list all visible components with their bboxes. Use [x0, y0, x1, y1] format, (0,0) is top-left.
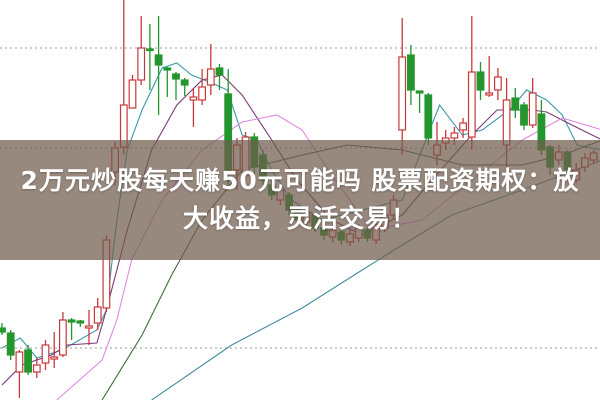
candle-body — [128, 79, 137, 109]
candle-body — [93, 306, 102, 324]
candle — [485, 56, 494, 97]
candle-body — [459, 122, 467, 131]
candle-body — [24, 349, 32, 373]
candle — [119, 0, 128, 155]
candle — [32, 358, 41, 378]
candle-body — [163, 67, 172, 71]
candle-body — [528, 92, 537, 126]
candle — [459, 118, 467, 138]
candle — [180, 78, 189, 96]
candle-body — [137, 47, 146, 81]
candle-body — [511, 97, 520, 111]
candle — [50, 332, 59, 368]
candle-body — [6, 332, 15, 356]
candle — [467, 16, 476, 150]
candle — [163, 67, 172, 97]
candle — [528, 78, 537, 128]
headline-banner: 2万元炒股每天赚50元可能吗 股票配资期权：放大收益，灵活交易！ — [0, 140, 600, 260]
candle — [41, 340, 50, 370]
candle-body — [85, 325, 93, 329]
candle — [172, 72, 180, 100]
candle-body — [398, 56, 407, 131]
candle — [415, 90, 424, 113]
candle — [6, 330, 15, 360]
candle — [154, 16, 163, 115]
candle-body — [76, 320, 85, 324]
candle-body — [41, 344, 50, 364]
candle-body — [415, 90, 424, 94]
candle-body — [467, 71, 476, 138]
candle-body — [198, 86, 207, 101]
candle — [198, 69, 207, 105]
candle — [93, 298, 102, 330]
candle — [67, 318, 76, 340]
candle-body — [58, 319, 67, 356]
candle — [520, 102, 528, 130]
candle-body — [172, 73, 180, 80]
candle-body — [494, 76, 502, 91]
candle-body — [15, 351, 24, 373]
candle-body — [520, 104, 528, 126]
candle-body — [0, 327, 6, 333]
candle — [189, 88, 198, 127]
candle-body — [154, 54, 163, 66]
headline-text: 2万元炒股每天赚50元可能吗 股票配资期权：放大收益，灵活交易！ — [20, 166, 580, 233]
candle — [85, 310, 93, 345]
candle — [24, 345, 32, 375]
candle — [476, 62, 485, 100]
candle — [206, 44, 215, 95]
candle — [15, 350, 24, 398]
candle-body — [215, 67, 224, 76]
candle — [58, 312, 67, 357]
candle-body — [407, 54, 415, 91]
candle-body — [180, 79, 189, 86]
candle-body — [424, 94, 433, 139]
candle — [146, 24, 154, 90]
candle — [215, 64, 224, 90]
candle-body — [476, 71, 485, 91]
candle-body — [50, 356, 59, 360]
candle — [76, 320, 85, 327]
candle-body — [146, 48, 154, 52]
candle — [0, 323, 6, 335]
candle-body — [502, 99, 511, 146]
candle — [398, 18, 407, 155]
candle-body — [32, 364, 41, 373]
candle — [128, 75, 137, 109]
candle-body — [450, 132, 459, 139]
candle-body — [206, 68, 215, 86]
candle — [511, 88, 520, 118]
candle — [137, 16, 146, 85]
candle — [424, 93, 433, 145]
candle-body — [189, 96, 198, 101]
candle — [407, 45, 415, 105]
candle-body — [67, 319, 76, 323]
candle — [494, 68, 502, 100]
candle-body — [485, 92, 494, 96]
